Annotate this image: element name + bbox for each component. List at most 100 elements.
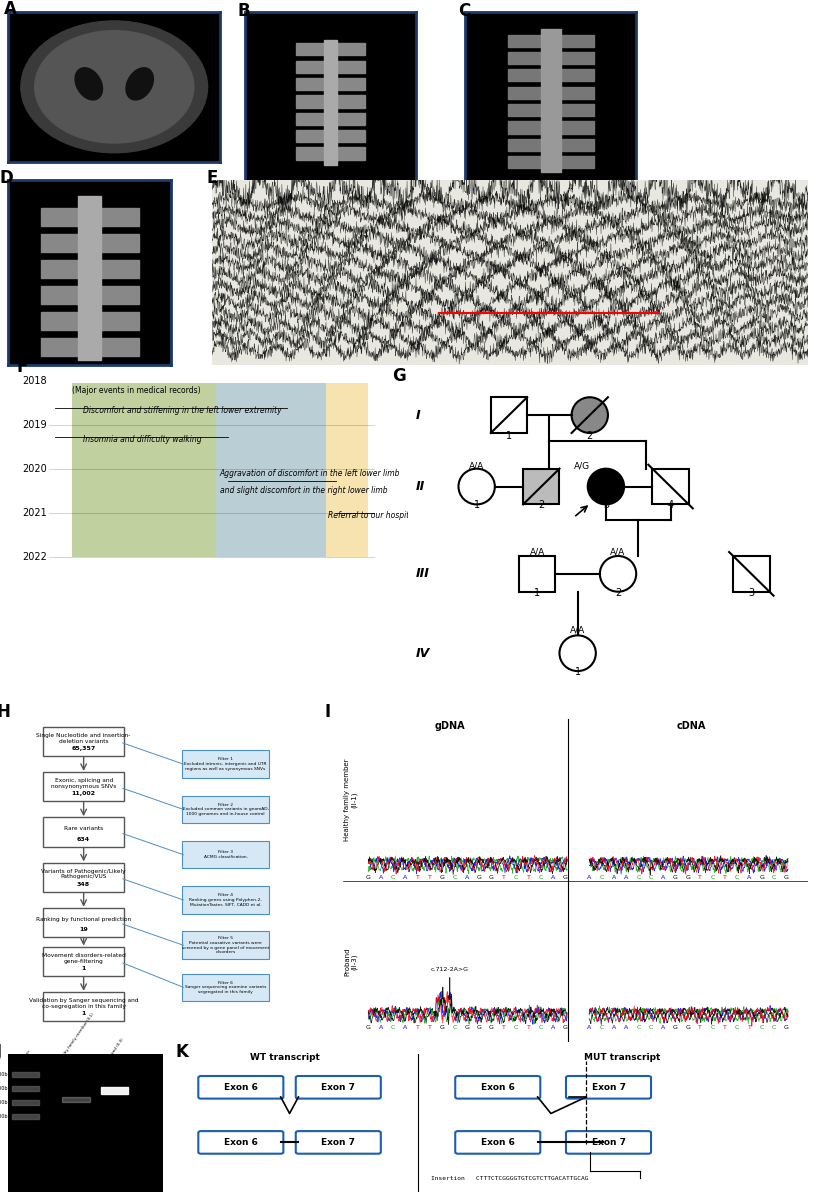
- Text: A: A: [403, 1025, 407, 1030]
- Ellipse shape: [126, 68, 153, 99]
- Bar: [508, 104, 593, 116]
- Bar: [216, 381, 326, 557]
- Text: Exon 7: Exon 7: [592, 1138, 626, 1146]
- Text: G: G: [784, 875, 789, 879]
- Text: G: G: [685, 1025, 690, 1030]
- Bar: [326, 381, 368, 557]
- Text: 1: 1: [82, 1011, 86, 1016]
- FancyBboxPatch shape: [43, 773, 124, 801]
- Text: 11,002: 11,002: [72, 792, 95, 797]
- Text: III: III: [416, 568, 430, 580]
- Text: Validation by Sanger sequencing and
co-segregation in this family: Validation by Sanger sequencing and co-s…: [29, 998, 139, 1009]
- Text: A: A: [612, 1025, 616, 1030]
- Bar: [296, 43, 365, 55]
- Text: 634: 634: [77, 836, 91, 842]
- Text: Exon 6: Exon 6: [224, 1083, 258, 1091]
- Text: C: C: [772, 1025, 776, 1030]
- Circle shape: [560, 635, 596, 671]
- Text: Rare variants: Rare variants: [64, 827, 104, 831]
- Text: T: T: [428, 875, 432, 879]
- Text: C: C: [539, 875, 543, 879]
- Text: H: H: [0, 702, 10, 721]
- Text: 65,357: 65,357: [72, 746, 95, 751]
- Text: A: A: [747, 875, 752, 879]
- Text: C: C: [735, 875, 739, 879]
- Text: 348: 348: [77, 882, 91, 887]
- Text: K: K: [175, 1043, 188, 1061]
- FancyBboxPatch shape: [198, 1076, 283, 1099]
- Text: G: G: [673, 1025, 678, 1030]
- Text: 1: 1: [506, 431, 512, 441]
- Text: 2020: 2020: [22, 464, 47, 474]
- Text: C: C: [514, 875, 518, 879]
- FancyBboxPatch shape: [455, 1131, 540, 1154]
- Text: 1: 1: [574, 667, 581, 677]
- Text: A: A: [379, 875, 383, 879]
- Text: T: T: [502, 875, 506, 879]
- Text: Proband (II-3): Proband (II-3): [105, 1037, 124, 1063]
- Text: Movement disorders-related
gene-filtering: Movement disorders-related gene-filterin…: [42, 952, 126, 963]
- Text: C: C: [600, 875, 604, 879]
- Bar: [733, 556, 769, 592]
- Text: C: C: [452, 875, 457, 879]
- Text: Referral to our hospital: Referral to our hospital: [327, 510, 415, 520]
- Text: J: J: [0, 1043, 2, 1061]
- Text: 200bp: 200bp: [0, 1114, 11, 1119]
- Text: Healthy family member
(II-1): Healthy family member (II-1): [344, 758, 358, 841]
- Text: 19: 19: [79, 927, 88, 932]
- FancyBboxPatch shape: [43, 817, 124, 847]
- Text: Exonic, splicing and
nonsynonymous SNVs: Exonic, splicing and nonsynonymous SNVs: [51, 778, 117, 789]
- FancyBboxPatch shape: [455, 1076, 540, 1099]
- Text: Filter 2
Excluded common variants in gnomAD,
1000 genomes and in-house control: Filter 2 Excluded common variants in gno…: [183, 803, 268, 816]
- Bar: [101, 1088, 128, 1094]
- Text: A/A: A/A: [469, 461, 484, 471]
- Text: A: A: [624, 875, 628, 879]
- Text: C: C: [649, 1025, 653, 1030]
- Text: A: A: [587, 875, 592, 879]
- Bar: [41, 260, 139, 278]
- Text: A/A: A/A: [530, 547, 545, 556]
- Text: C: C: [636, 1025, 641, 1030]
- Text: A: A: [379, 1025, 383, 1030]
- Text: Filter 4
Ranking genes using Polyphen-2,
MutationTaster, SIFT, CADD et al.: Filter 4 Ranking genes using Polyphen-2,…: [189, 894, 262, 907]
- Text: A: A: [551, 875, 556, 879]
- Text: A: A: [403, 875, 407, 879]
- FancyBboxPatch shape: [43, 727, 124, 756]
- Text: 4: 4: [667, 501, 674, 510]
- Bar: [12, 1072, 39, 1077]
- Text: Exon 6: Exon 6: [481, 1138, 515, 1146]
- FancyBboxPatch shape: [295, 1131, 381, 1154]
- Text: E: E: [206, 169, 218, 187]
- FancyBboxPatch shape: [182, 974, 269, 1002]
- Text: MUT transcript: MUT transcript: [583, 1053, 660, 1061]
- Text: Filter 5
Potential causative variants were
screened by a gene panel of movement
: Filter 5 Potential causative variants we…: [182, 937, 269, 954]
- Circle shape: [588, 468, 624, 504]
- FancyBboxPatch shape: [43, 908, 124, 937]
- Text: C: C: [636, 875, 641, 879]
- FancyBboxPatch shape: [182, 932, 269, 958]
- Text: 500bp: 500bp: [0, 1072, 11, 1077]
- Bar: [12, 1087, 39, 1091]
- Text: A: A: [4, 0, 17, 18]
- Bar: [12, 1114, 39, 1119]
- Bar: [296, 96, 365, 108]
- Text: I: I: [416, 409, 421, 422]
- Text: T: T: [723, 875, 727, 879]
- Text: I: I: [324, 702, 330, 721]
- Text: C: C: [710, 875, 715, 879]
- Text: A: A: [465, 875, 469, 879]
- Text: 1: 1: [473, 501, 480, 510]
- Text: 3: 3: [748, 588, 755, 598]
- Bar: [519, 556, 556, 592]
- Text: Filter 3
ACMG classification.: Filter 3 ACMG classification.: [203, 851, 247, 859]
- Text: T: T: [526, 875, 530, 879]
- Text: G: G: [563, 1025, 568, 1030]
- Bar: [523, 468, 560, 504]
- Bar: [296, 113, 365, 125]
- Text: Exon 6: Exon 6: [481, 1083, 515, 1091]
- Circle shape: [571, 398, 608, 432]
- Text: C: C: [600, 1025, 604, 1030]
- Bar: [508, 35, 593, 47]
- Text: G: G: [477, 875, 481, 879]
- Text: T: T: [526, 1025, 530, 1030]
